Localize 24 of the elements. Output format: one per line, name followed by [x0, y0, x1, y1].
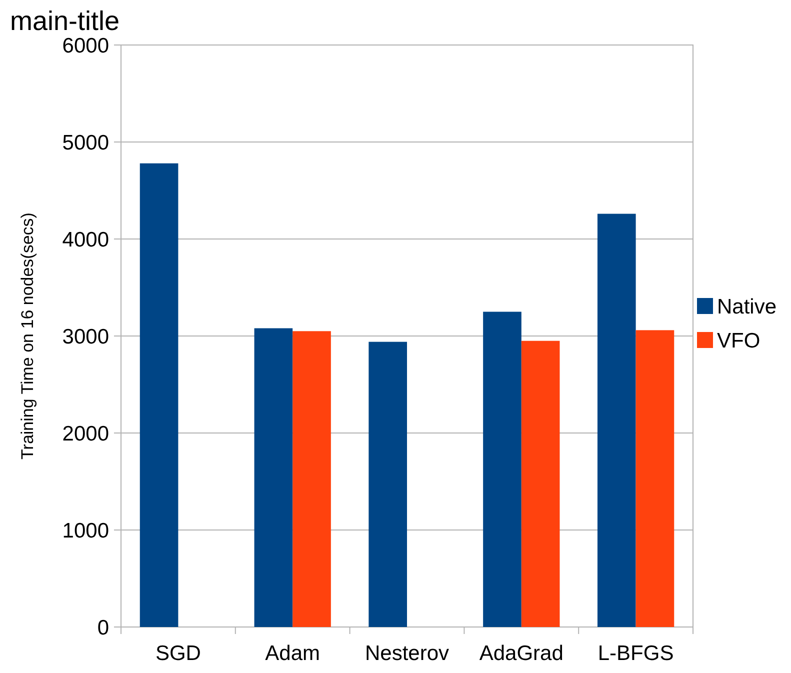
- y-tick-label: 5000: [62, 131, 109, 154]
- bar: [292, 331, 331, 627]
- legend-label: VFO: [717, 329, 760, 352]
- y-axis-title: Training Time on 16 nodes(secs): [18, 212, 37, 460]
- bar: [636, 330, 674, 627]
- bar: [521, 340, 560, 627]
- bar: [140, 163, 178, 627]
- bar: [368, 342, 407, 627]
- chart-title: main-title: [10, 6, 120, 36]
- x-tick-label: SGD: [155, 642, 201, 665]
- y-tick-label: 3000: [62, 325, 109, 348]
- bar: [483, 312, 522, 627]
- x-tick-label: Adam: [265, 642, 320, 665]
- y-tick-label: 4000: [62, 228, 109, 252]
- bar: [597, 214, 636, 627]
- y-tick-label: 0: [97, 616, 109, 640]
- y-tick-label: 1000: [62, 519, 109, 542]
- x-tick-label: L-BFGS: [598, 642, 674, 665]
- y-tick-label: 2000: [62, 422, 109, 446]
- x-tick-label: AdaGrad: [479, 642, 564, 665]
- y-tick-label: 6000: [62, 34, 109, 58]
- x-tick-label: Nesterov: [364, 642, 450, 665]
- legend-label: Native: [717, 295, 777, 318]
- bar: [254, 328, 293, 627]
